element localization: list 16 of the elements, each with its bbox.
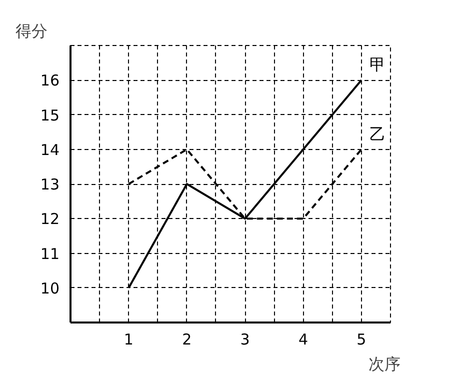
x-tick-label: 1 — [124, 330, 134, 348]
x-tick-label: 5 — [356, 330, 366, 348]
y-tick-label: 15 — [40, 106, 60, 124]
y-tick-label: 10 — [40, 279, 60, 298]
y-tick-label: 14 — [40, 140, 60, 159]
series-label: 乙 — [369, 126, 386, 144]
y-tick-label: 12 — [40, 210, 60, 228]
x-tick-label: 3 — [240, 330, 250, 348]
y-axis-title: 得分 — [16, 22, 48, 40]
y-tick-label: 13 — [40, 176, 60, 194]
y-tick-label: 16 — [40, 72, 60, 90]
series-label: 甲 — [369, 57, 386, 74]
y-tick-label: 11 — [40, 244, 60, 263]
x-tick-label: 4 — [298, 330, 308, 348]
x-axis-title: 次序 — [368, 354, 400, 374]
x-tick-label: 2 — [182, 330, 192, 348]
